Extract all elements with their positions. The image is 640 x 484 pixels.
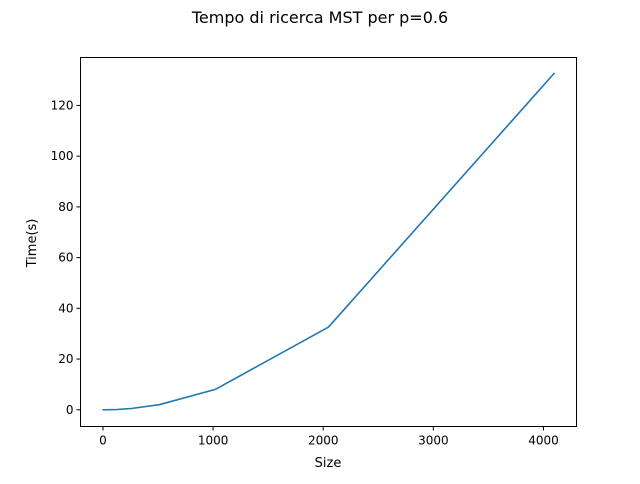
x-tick-label: 4000	[528, 434, 559, 448]
x-tick-label: 0	[99, 434, 107, 448]
y-tick-label: 120	[51, 98, 74, 112]
y-axis: 0 20 40 60 80 100 120	[51, 98, 81, 417]
x-axis: 0 1000 2000 3000 4000	[99, 426, 559, 448]
y-tick-label: 40	[58, 301, 73, 315]
y-tick-label: 60	[58, 251, 73, 265]
y-tick-label: 0	[66, 403, 74, 417]
series-line-0	[102, 72, 556, 411]
y-tick-label: 100	[51, 149, 74, 163]
y-tick-label: 20	[58, 352, 73, 366]
plot-area	[102, 72, 556, 411]
chart-title: Tempo di ricerca MST per p=0.6	[191, 8, 448, 27]
y-tick-label: 80	[58, 200, 73, 214]
x-tick-label: 2000	[308, 434, 339, 448]
x-axis-label: Size	[315, 456, 342, 471]
x-tick-label: 1000	[198, 434, 229, 448]
x-tick-label: 3000	[418, 434, 449, 448]
y-axis-label: Time(s)	[25, 219, 40, 269]
axes-frame	[80, 57, 577, 427]
